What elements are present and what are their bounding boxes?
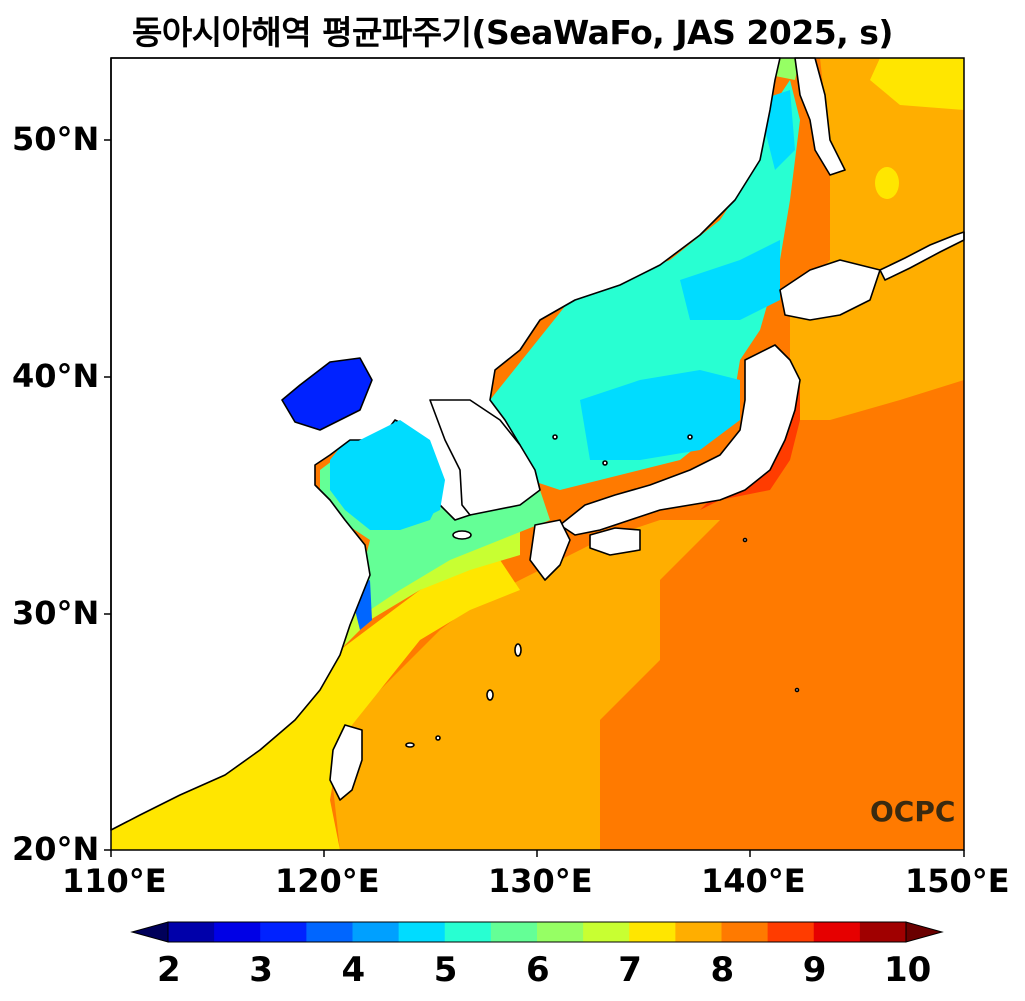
ocpc-logo: OCPC	[870, 795, 956, 828]
colorbar-extend-low	[130, 921, 169, 943]
colorbar-swatch	[214, 922, 261, 942]
lon-label-120: 120°E	[275, 862, 380, 900]
lon-label-150: 150°E	[905, 862, 1010, 900]
colorbar-tick-label: 7	[618, 950, 642, 990]
colorbar-tick-label: 4	[341, 950, 366, 990]
colorbar-tick-label: 9	[802, 950, 827, 990]
colorbar-swatch	[444, 922, 492, 942]
map-title: 동아시아해역 평균파주기(SeaWaFo, JAS 2025, s)	[131, 13, 894, 52]
colorbar-swatch	[306, 922, 353, 942]
colorbar-swatch	[859, 922, 907, 942]
colorbar-swatch	[352, 922, 400, 942]
colorbar-extend-high	[905, 921, 944, 943]
lon-label-110: 110°E	[62, 862, 167, 900]
lat-label-30: 30°N	[12, 594, 100, 632]
colorbar-tick-label: 6	[526, 950, 550, 990]
colorbar-swatch	[721, 922, 769, 942]
lat-label-40: 40°N	[12, 357, 100, 395]
colorbar-swatch	[260, 922, 307, 942]
axis-ticks	[104, 139, 965, 857]
colorbar-tick-label: 5	[433, 950, 458, 990]
colorbar-swatch	[675, 922, 722, 942]
colorbar-swatch	[813, 922, 861, 942]
colorbar-tick-label: 2	[157, 950, 181, 990]
colorbar-swatch	[629, 922, 676, 942]
lat-label-50: 50°N	[12, 120, 100, 158]
colorbar-swatch	[168, 922, 215, 942]
colorbar-swatch	[537, 922, 584, 942]
colorbar-tick-label: 3	[249, 950, 273, 990]
colorbar	[130, 921, 944, 943]
colorbar-swatch	[583, 922, 630, 942]
colorbar-swatch	[490, 922, 538, 942]
lat-label-20: 20°N	[12, 830, 100, 868]
coastline-layer	[110, 57, 965, 831]
lon-label-140: 140°E	[701, 862, 806, 900]
lon-label-130: 130°E	[488, 862, 593, 900]
colorbar-swatch	[767, 922, 815, 942]
colorbar-tick-label: 10	[884, 950, 932, 990]
colorbar-tick-label: 8	[710, 950, 735, 990]
colorbar-frame	[167, 921, 907, 943]
colorbar-swatch	[398, 922, 446, 942]
